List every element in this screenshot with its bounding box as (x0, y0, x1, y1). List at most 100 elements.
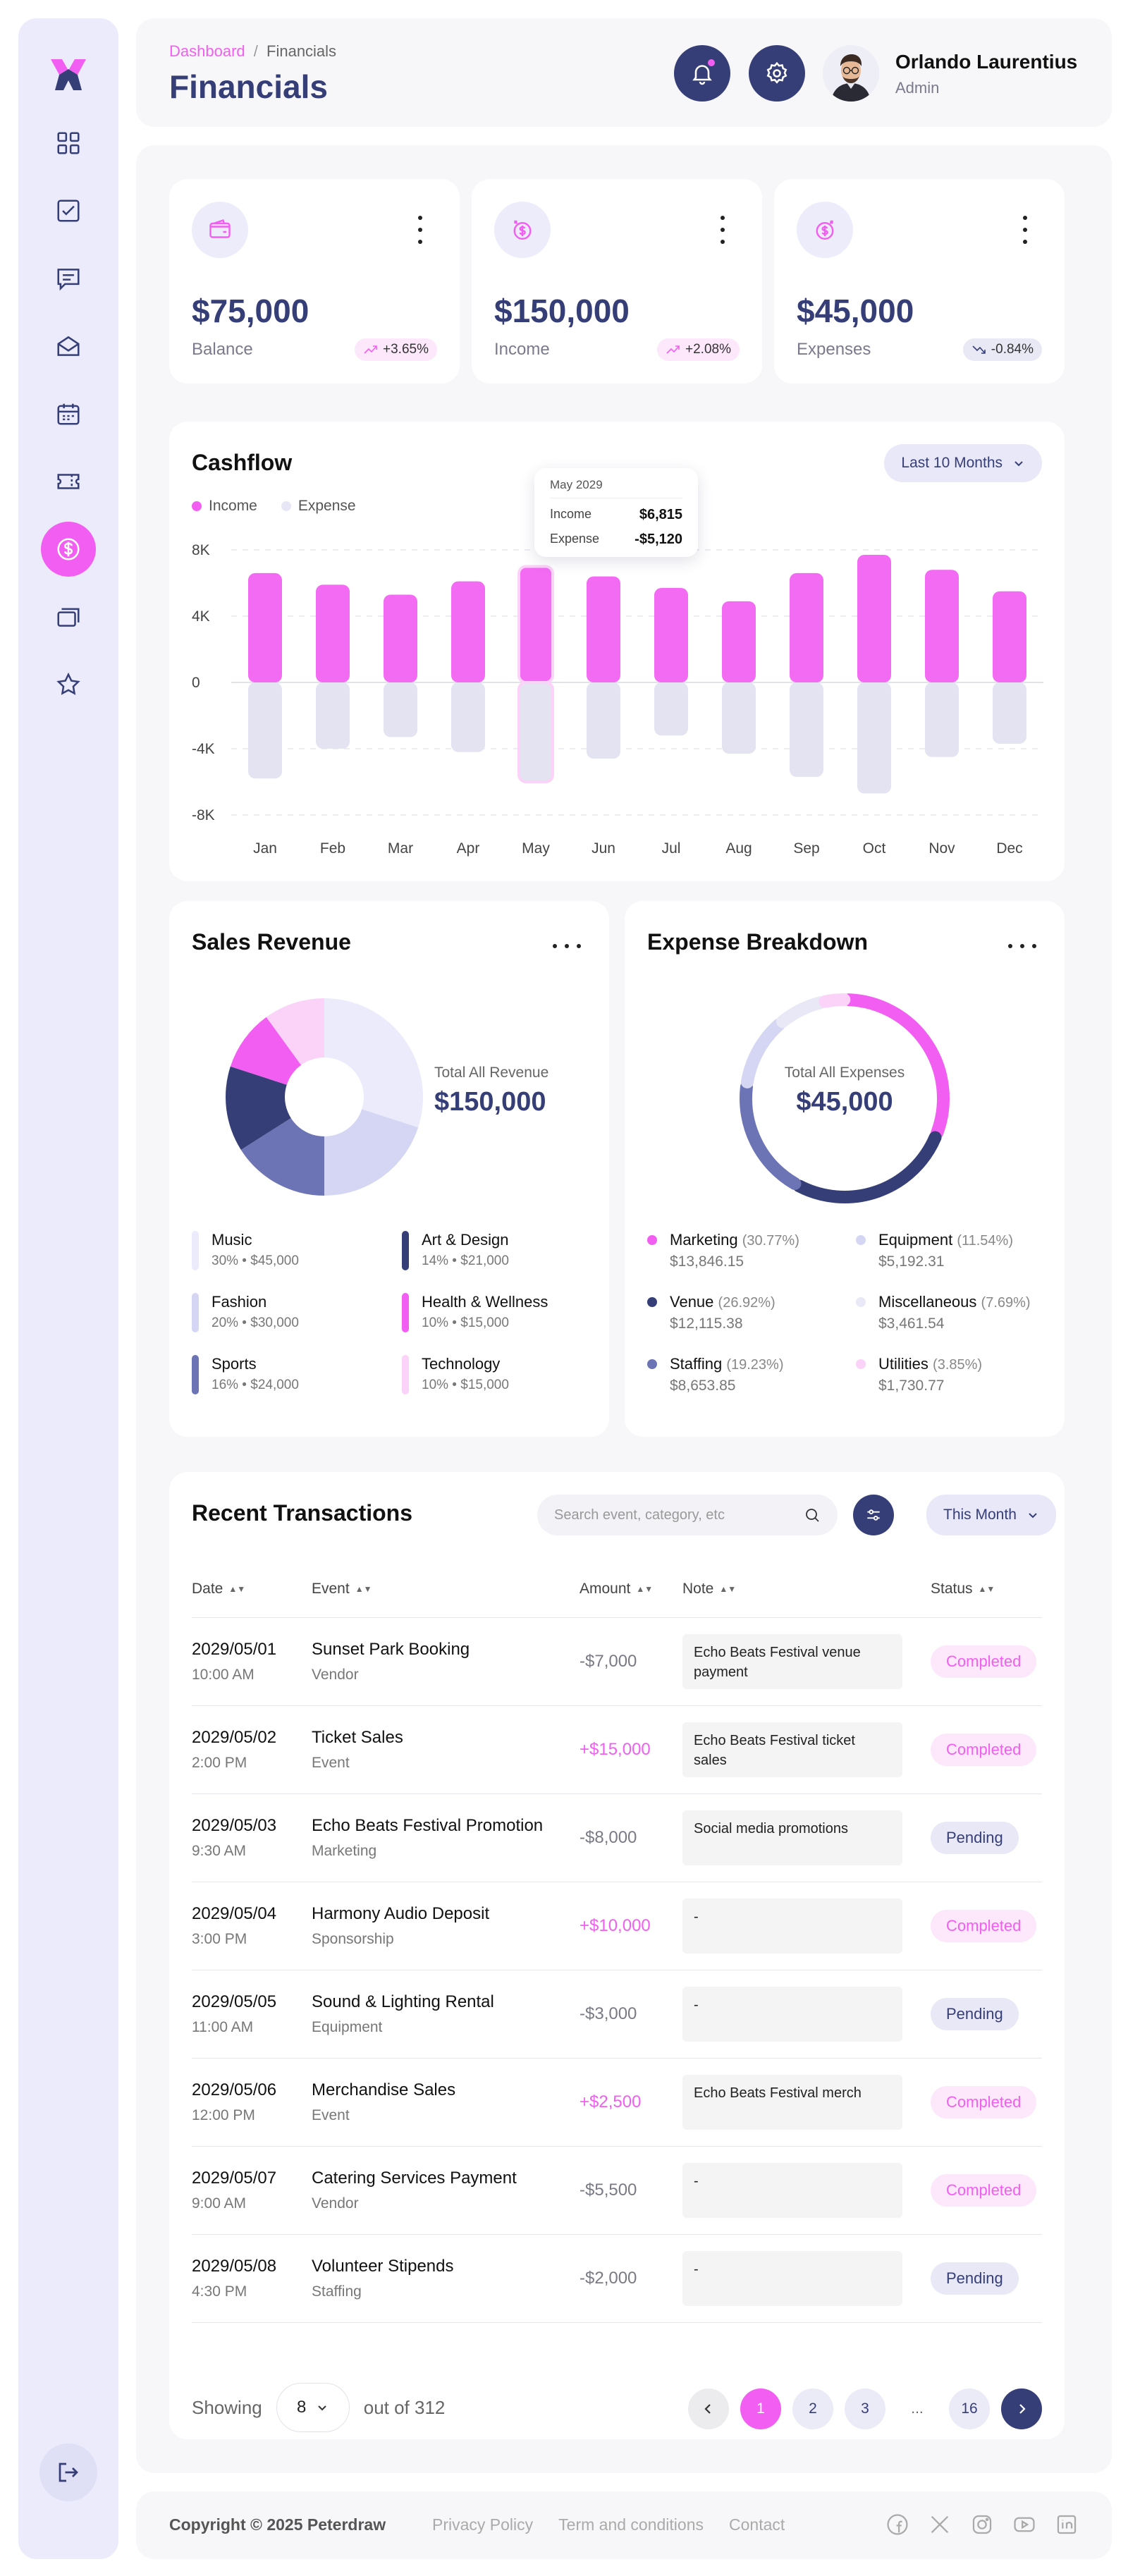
sidebar-item-tickets[interactable] (41, 454, 96, 509)
table-row[interactable]: 2029/05/01 10:00 AM Sunset Park Booking Ve… (192, 1617, 1042, 1706)
settings-button[interactable] (749, 45, 805, 102)
logout-button[interactable] (39, 2443, 97, 2501)
table-row[interactable]: 2029/05/04 3:00 PM Harmony Audio Deposit S… (192, 1882, 1042, 1970)
income-bar[interactable] (925, 570, 959, 682)
column-note[interactable]: Note ▲▼ (682, 1561, 931, 1618)
column-amount[interactable]: Amount ▲▼ (580, 1561, 682, 1618)
footer-link-privacy[interactable]: Privacy Policy (432, 2515, 534, 2534)
expense-bar[interactable] (654, 682, 688, 736)
table-row[interactable]: 2029/05/07 9:00 AM Catering Services Paym… (192, 2146, 1042, 2235)
footer-links: Privacy Policy Term and conditions Conta… (432, 2515, 785, 2534)
sort-icon: ▲▼ (978, 1584, 995, 1595)
expense-bar[interactable] (384, 682, 417, 737)
sort-icon: ▲▼ (636, 1584, 654, 1595)
transactions-period-dropdown[interactable]: This Month (926, 1495, 1056, 1535)
tx-event: Merchandise Sales (312, 2080, 456, 2099)
income-bar[interactable] (993, 591, 1026, 682)
donut-segment[interactable] (740, 1018, 785, 1088)
sidebar-item-messages[interactable] (41, 251, 96, 306)
avatar[interactable] (823, 45, 879, 102)
table-row[interactable]: 2029/05/02 2:00 PM Ticket Sales Event +$15… (192, 1705, 1042, 1794)
expense-bar[interactable] (451, 682, 485, 752)
page-button[interactable]: 3 (845, 2388, 885, 2429)
income-bar[interactable] (316, 584, 350, 682)
linkedin-icon[interactable] (1055, 2513, 1079, 2537)
per-page-select[interactable]: 8 (276, 2383, 350, 2432)
chevron-down-icon (1014, 461, 1023, 467)
notifications-button[interactable] (674, 45, 730, 102)
tx-category: Sponsorship (312, 1930, 394, 1947)
expense-bar[interactable] (925, 682, 959, 757)
expense-bar[interactable] (790, 682, 823, 777)
income-bar[interactable] (384, 594, 417, 682)
income-bar[interactable] (790, 572, 823, 682)
stat-value: $150,000 (494, 293, 630, 329)
column-status[interactable]: Status ▲▼ (931, 1561, 1042, 1618)
page-button[interactable]: 1 (740, 2388, 781, 2429)
donut-segment[interactable] (792, 1131, 942, 1203)
income-bar[interactable] (654, 588, 688, 682)
sidebar-item-dashboard[interactable] (41, 116, 96, 171)
card-menu-button[interactable] (416, 216, 424, 244)
brand-logo[interactable] (49, 55, 87, 93)
card-menu-button[interactable] (553, 942, 581, 950)
transactions-table: Date ▲▼ Event ▲▼ Amount ▲▼ Note ▲▼ Status ▲▼ … (192, 1561, 1042, 2323)
sidebar-item-tasks[interactable] (41, 183, 96, 238)
prev-page-button[interactable] (688, 2388, 729, 2429)
legend-swatch (192, 1231, 199, 1270)
table-row[interactable]: 2029/05/08 4:30 PM Volunteer Stipends Staf… (192, 2234, 1042, 2323)
card-menu-button[interactable] (1021, 216, 1029, 244)
table-row[interactable]: 2029/05/05 11:00 AM Sound & Lighting Rent… (192, 1970, 1042, 2059)
legend-item: Marketing (30.77%) $13,846.15 (647, 1231, 856, 1273)
expense-bar[interactable] (722, 682, 756, 754)
table-row[interactable]: 2029/05/06 12:00 PM Merchandise Sales Even… (192, 2058, 1042, 2147)
user-role: Admin (895, 79, 940, 97)
income-bar[interactable] (722, 601, 756, 682)
cashflow-period-dropdown[interactable]: Last 10 Months (884, 444, 1042, 482)
pie-slice[interactable] (226, 1066, 324, 1151)
income-bar[interactable] (587, 576, 620, 682)
facebook-icon[interactable] (885, 2513, 909, 2537)
x-icon[interactable] (928, 2513, 952, 2537)
next-page-button[interactable] (1001, 2388, 1042, 2429)
card-menu-button[interactable] (1008, 942, 1036, 950)
sidebar-item-cards[interactable] (41, 589, 96, 644)
filter-button[interactable] (853, 1495, 894, 1535)
pagination: 1 2 3 ... 16 (688, 2388, 1042, 2429)
sidebar-item-financials[interactable] (41, 522, 96, 577)
breadcrumb-home[interactable]: Dashboard (169, 42, 245, 60)
table-row[interactable]: 2029/05/03 9:30 AM Echo Beats Festival Pr… (192, 1793, 1042, 1882)
donut-segment[interactable] (842, 993, 950, 1139)
sidebar-item-calendar[interactable] (41, 386, 96, 441)
expense-bar[interactable] (993, 682, 1026, 744)
sidebar-item-favorites[interactable] (41, 657, 96, 712)
donut-segment[interactable] (740, 1080, 802, 1190)
expense-bar[interactable] (316, 682, 350, 749)
income-bar[interactable] (857, 555, 891, 682)
stat-label: Income (494, 340, 550, 359)
donut-segment[interactable] (819, 993, 851, 1008)
youtube-icon[interactable] (1012, 2513, 1036, 2537)
expense-bar[interactable] (857, 682, 891, 794)
search-input[interactable] (554, 1507, 794, 1523)
expense-bar[interactable] (517, 681, 554, 783)
footer-link-contact[interactable]: Contact (729, 2515, 785, 2534)
footer-link-terms[interactable]: Term and conditions (558, 2515, 704, 2534)
column-event[interactable]: Event ▲▼ (312, 1561, 580, 1618)
card-menu-button[interactable] (718, 216, 727, 244)
expense-bar[interactable] (248, 682, 282, 779)
sidebar-item-mail[interactable] (41, 319, 96, 374)
income-bar[interactable] (451, 581, 485, 682)
sort-icon: ▲▼ (355, 1584, 372, 1595)
legend-swatch (647, 1297, 657, 1307)
income-bar[interactable] (248, 572, 282, 682)
donut-segment[interactable] (776, 996, 827, 1029)
column-date[interactable]: Date ▲▼ (192, 1561, 312, 1618)
instagram-icon[interactable] (970, 2513, 994, 2537)
page-button[interactable]: 2 (792, 2388, 833, 2429)
expense-bar[interactable] (587, 682, 620, 759)
page-button[interactable]: 16 (949, 2388, 990, 2429)
income-bar[interactable] (517, 565, 554, 684)
tx-note: - (682, 1986, 902, 2042)
search-icon[interactable] (804, 1507, 821, 1523)
